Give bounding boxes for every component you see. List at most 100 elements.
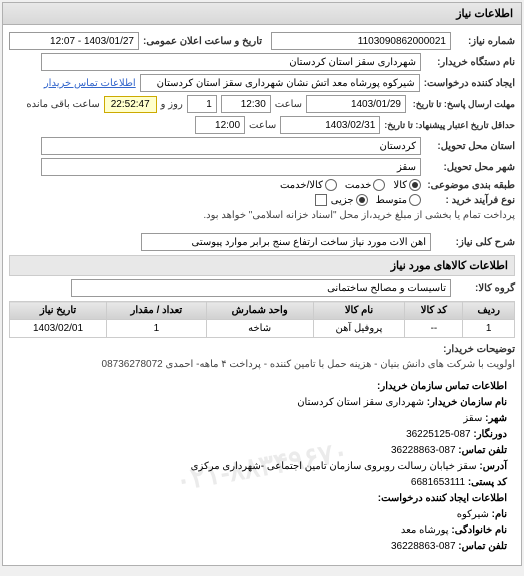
radio-service-icon (373, 179, 385, 191)
label-remaining: ساعت باقی مانده (26, 99, 99, 110)
input-buyer (41, 53, 421, 71)
table-row: 1 -- پروفیل آهن شاخه 1 1403/02/01 (10, 320, 515, 338)
contact-postal-label: کد پستی: (468, 477, 507, 488)
input-requester (140, 74, 420, 92)
label-goods-group: گروه کالا: (455, 283, 515, 294)
radio-goods-icon (409, 179, 421, 191)
input-number (271, 32, 451, 50)
td-date: 1403/02/01 (10, 320, 107, 338)
label-time2: ساعت (249, 120, 276, 131)
req-name: شیرکوه (457, 509, 489, 520)
row-category: طبقه بندی موضوعی: کالا خدمت کالا/خدمت (9, 179, 515, 191)
table-header-row: ردیف کد کالا نام کالا واحد شمارش تعداد /… (10, 302, 515, 320)
goods-section-title: اطلاعات کالاهای مورد نیاز (9, 255, 515, 276)
input-deadline-time (221, 95, 271, 113)
input-deadline-date (306, 95, 406, 113)
row-number: شماره نیاز: تاریخ و ساعت اعلان عمومی: (9, 32, 515, 50)
buyer-notes-text: اولویت با شرکت های دانش بنیان - هزینه حم… (102, 359, 515, 370)
radio-group-purchase: متوسط جزیی (331, 194, 421, 206)
label-requester: ایجاد کننده درخواست: (424, 78, 515, 89)
th-row: ردیف (463, 302, 515, 320)
contact-postal-line: کد پستی: 6681653111 (17, 475, 507, 491)
radio-medium-item[interactable]: متوسط (376, 194, 421, 206)
radio-service-item[interactable]: خدمت (345, 179, 386, 191)
input-city (41, 158, 421, 176)
td-name: پروفیل آهن (313, 320, 405, 338)
contact-fax-line: دورنگار: 087-36225125 (17, 427, 507, 443)
radio-partial-item[interactable]: جزیی (331, 194, 368, 206)
row-goods-group: گروه کالا: (9, 279, 515, 297)
contact-section: ۰۲۱-۸۸۳۴۹۶۷۰ اطلاعات تماس سازمان خریدار:… (9, 373, 515, 561)
contact-buyer-link[interactable]: اطلاعات تماس خریدار (44, 78, 136, 89)
panel-body: شماره نیاز: تاریخ و ساعت اعلان عمومی: نا… (3, 25, 521, 565)
row-city: شهر محل تحویل: (9, 158, 515, 176)
contact-city-label: شهر: (485, 413, 507, 424)
th-qty: تعداد / مقدار (107, 302, 207, 320)
payment-note: پرداخت تمام یا بخشی از مبلغ خرید،از محل … (203, 210, 515, 221)
contact-fax: 087-36225125 (406, 429, 471, 440)
row-deadline: مهلت ارسال پاسخ: تا تاریخ: ساعت روز و 22… (9, 95, 515, 113)
th-code: کد کالا (405, 302, 463, 320)
radio-medium-icon (409, 194, 421, 206)
req-phone-label: تلفن تماس: (458, 541, 507, 552)
req-phone-line: تلفن تماس: 087-36228863 (17, 539, 507, 555)
td-unit: شاخه (206, 320, 313, 338)
label-delivery: حداقل تاریخ اعتبار پیشنهاد: تا تاریخ: (384, 120, 515, 131)
contact-phone-line: تلفن تماس: 087-36228863 (17, 443, 507, 459)
input-delivery-time (195, 116, 245, 134)
radio-group-category: کالا خدمت کالا/خدمت (280, 179, 421, 191)
label-province: استان محل تحویل: (425, 141, 515, 152)
contact-org: شهرداری سقز استان کردستان (297, 397, 424, 408)
radio-goods-item[interactable]: کالا (393, 179, 421, 191)
need-info-panel: اطلاعات نیاز شماره نیاز: تاریخ و ساعت اع… (2, 2, 522, 566)
row-delivery: حداقل تاریخ اعتبار پیشنهاد: تا تاریخ: سا… (9, 116, 515, 134)
radio-partial-label: جزیی (331, 195, 354, 206)
panel-title: اطلاعات نیاز (3, 3, 521, 25)
radio-partial-icon (356, 194, 368, 206)
contact-city-line: شهر: سقز (17, 411, 507, 427)
th-date: تاریخ نیاز (10, 302, 107, 320)
contact-phone: 087-36228863 (391, 445, 456, 456)
radio-goods-label: کالا (393, 180, 407, 191)
radio-service-label: خدمت (345, 180, 372, 191)
req-phone: 087-36228863 (391, 541, 456, 552)
radio-both-label: کالا/خدمت (280, 180, 323, 191)
radio-medium-label: متوسط (376, 195, 407, 206)
req-name-line: نام: شیرکوه (17, 507, 507, 523)
input-announce (9, 32, 139, 50)
th-name: نام کالا (313, 302, 405, 320)
goods-table: ردیف کد کالا نام کالا واحد شمارش تعداد /… (9, 301, 515, 338)
td-row: 1 (463, 320, 515, 338)
label-number: شماره نیاز: (455, 36, 515, 47)
req-family-label: نام خانوادگی: (451, 525, 507, 536)
radio-both-item[interactable]: کالا/خدمت (280, 179, 337, 191)
label-announce: تاریخ و ساعت اعلان عمومی: (143, 36, 262, 47)
input-days (187, 95, 217, 113)
row-purchase-type: نوع فرآیند خرید : متوسط جزیی پرداخت تمام… (9, 194, 515, 221)
contact-address-label: آدرس: (479, 461, 507, 472)
contact-phone-label: تلفن تماس: (458, 445, 507, 456)
payment-checkbox[interactable] (315, 194, 327, 206)
td-code: -- (405, 320, 463, 338)
contact-address: سقز خیابان رسالت روبروی سازمان تامین اجت… (191, 461, 477, 472)
label-deadline: مهلت ارسال پاسخ: تا تاریخ: (410, 99, 515, 110)
row-province: استان محل تحویل: (9, 137, 515, 155)
label-time1: ساعت (275, 99, 302, 110)
contact-fax-label: دورنگار: (473, 429, 507, 440)
contact-address-line: آدرس: سقز خیابان رسالت روبروی سازمان تام… (17, 459, 507, 475)
row-buyer-notes: توضیحات خریدار: اولویت با شرکت های دانش … (9, 344, 515, 370)
req-name-label: نام: (492, 509, 507, 520)
contact-section-title: اطلاعات تماس سازمان خریدار: (17, 379, 507, 395)
countdown-timer: 22:52:47 (104, 96, 157, 113)
contact-city: سقز (463, 413, 482, 424)
label-city: شهر محل تحویل: (425, 162, 515, 173)
row-requester: ایجاد کننده درخواست: اطلاعات تماس خریدار (9, 74, 515, 92)
input-delivery-date (280, 116, 380, 134)
td-qty: 1 (107, 320, 207, 338)
req-family-line: نام خانوادگی: پورشاه معد (17, 523, 507, 539)
contact-org-line: نام سازمان خریدار: شهرداری سقز استان کرد… (17, 395, 507, 411)
label-days-suffix: روز و (161, 99, 183, 110)
label-purchase-type: نوع فرآیند خرید : (425, 195, 515, 206)
req-family: پورشاه معد (401, 525, 449, 536)
contact-postal: 6681653111 (411, 477, 465, 488)
